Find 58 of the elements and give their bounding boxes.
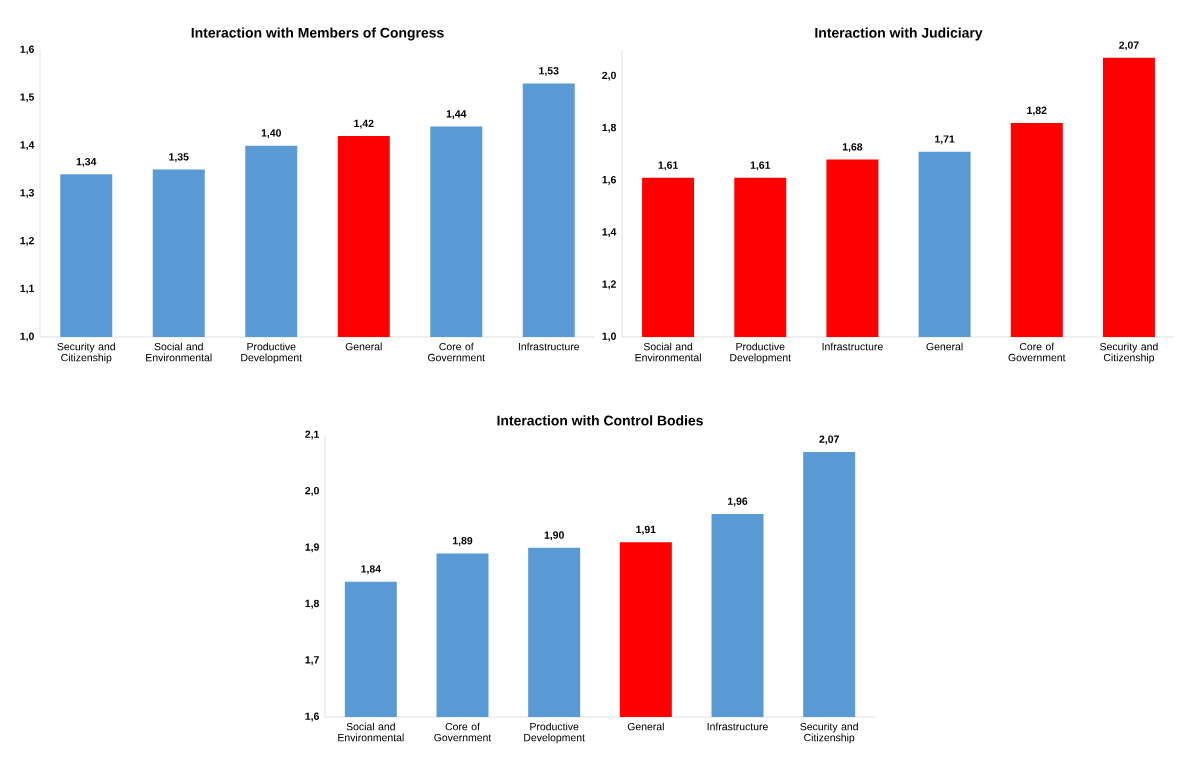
x-tick-label: Social and Environmental [146,342,212,362]
y-tick-label: 1,6 [20,45,34,55]
data-label: 1,40 [261,129,281,139]
y-tick-label: 1,6 [602,175,616,185]
x-tick-label: Security and Citizenship [57,342,115,364]
x-tick-label: Infrastructure [707,722,768,731]
data-label: 1,91 [636,525,656,535]
x-tick-label: Infrastructure [518,342,580,351]
y-tick-label: 1,2 [602,280,616,290]
y-tick-label: 1,1 [20,284,35,294]
data-label: 1,68 [842,143,863,153]
x-tick-label: Security and Citizenship [1100,342,1158,364]
x-tick-label: Infrastructure [822,342,883,351]
x-tick-label: Social and Environmental [635,342,701,362]
data-label: 1,71 [935,135,955,145]
y-tick-label: 1,4 [20,141,35,151]
y-tick-label: 1,2 [20,236,34,246]
y-tick-label: 1,5 [20,93,35,103]
data-label: 1,42 [354,119,374,129]
data-label: 1,53 [539,67,559,76]
data-label: 1,82 [1027,106,1047,116]
data-label: 1,61 [658,161,678,171]
x-tick-label: Core of Government [1008,342,1066,362]
y-tick-label: 1,6 [305,712,319,722]
y-tick-label: 1,9 [305,543,319,553]
data-label: 1,44 [446,110,467,120]
data-label: 1,89 [452,537,473,546]
y-tick-label: 1,3 [20,189,34,198]
y-tick-label: 1,4 [602,228,617,238]
chart-title: Interaction with Members of Congress [191,27,444,41]
x-tick-label: Core of Government [434,722,492,742]
data-label: 1,34 [76,157,97,167]
y-tick-label: 2,1 [305,430,320,440]
data-label: 1,90 [544,531,564,541]
y-tick-label: 1,0 [20,332,34,342]
data-label: 1,61 [750,161,771,171]
x-tick-label: Social and Environmental [338,722,404,742]
x-tick-label: General [627,722,664,731]
x-tick-label: Productive Development [524,722,585,744]
x-tick-label: Productive Development [241,342,302,364]
data-label: 1,35 [169,153,189,163]
chart-title: Interaction with Control Bodies [497,415,703,426]
y-tick-label: 1,8 [602,123,617,133]
data-label: 1,84 [361,565,381,575]
data-label: 2,07 [1119,41,1139,51]
chart-title: Interaction with Judiciary [815,27,983,41]
x-tick-label: Core of Government [428,342,485,362]
y-tick-label: 1,8 [305,599,320,609]
x-tick-label: Productive Development [730,342,791,364]
y-tick-label: 2,0 [305,486,319,496]
y-tick-label: 2,0 [602,71,616,81]
x-tick-label: General [345,342,382,351]
y-tick-label: 1,0 [602,332,616,342]
x-tick-label: General [926,342,963,351]
data-label: 1,96 [727,497,748,507]
data-label: 2,07 [819,435,839,445]
y-tick-label: 1,7 [305,656,319,666]
x-tick-label: Security and Citizenship [800,722,858,744]
